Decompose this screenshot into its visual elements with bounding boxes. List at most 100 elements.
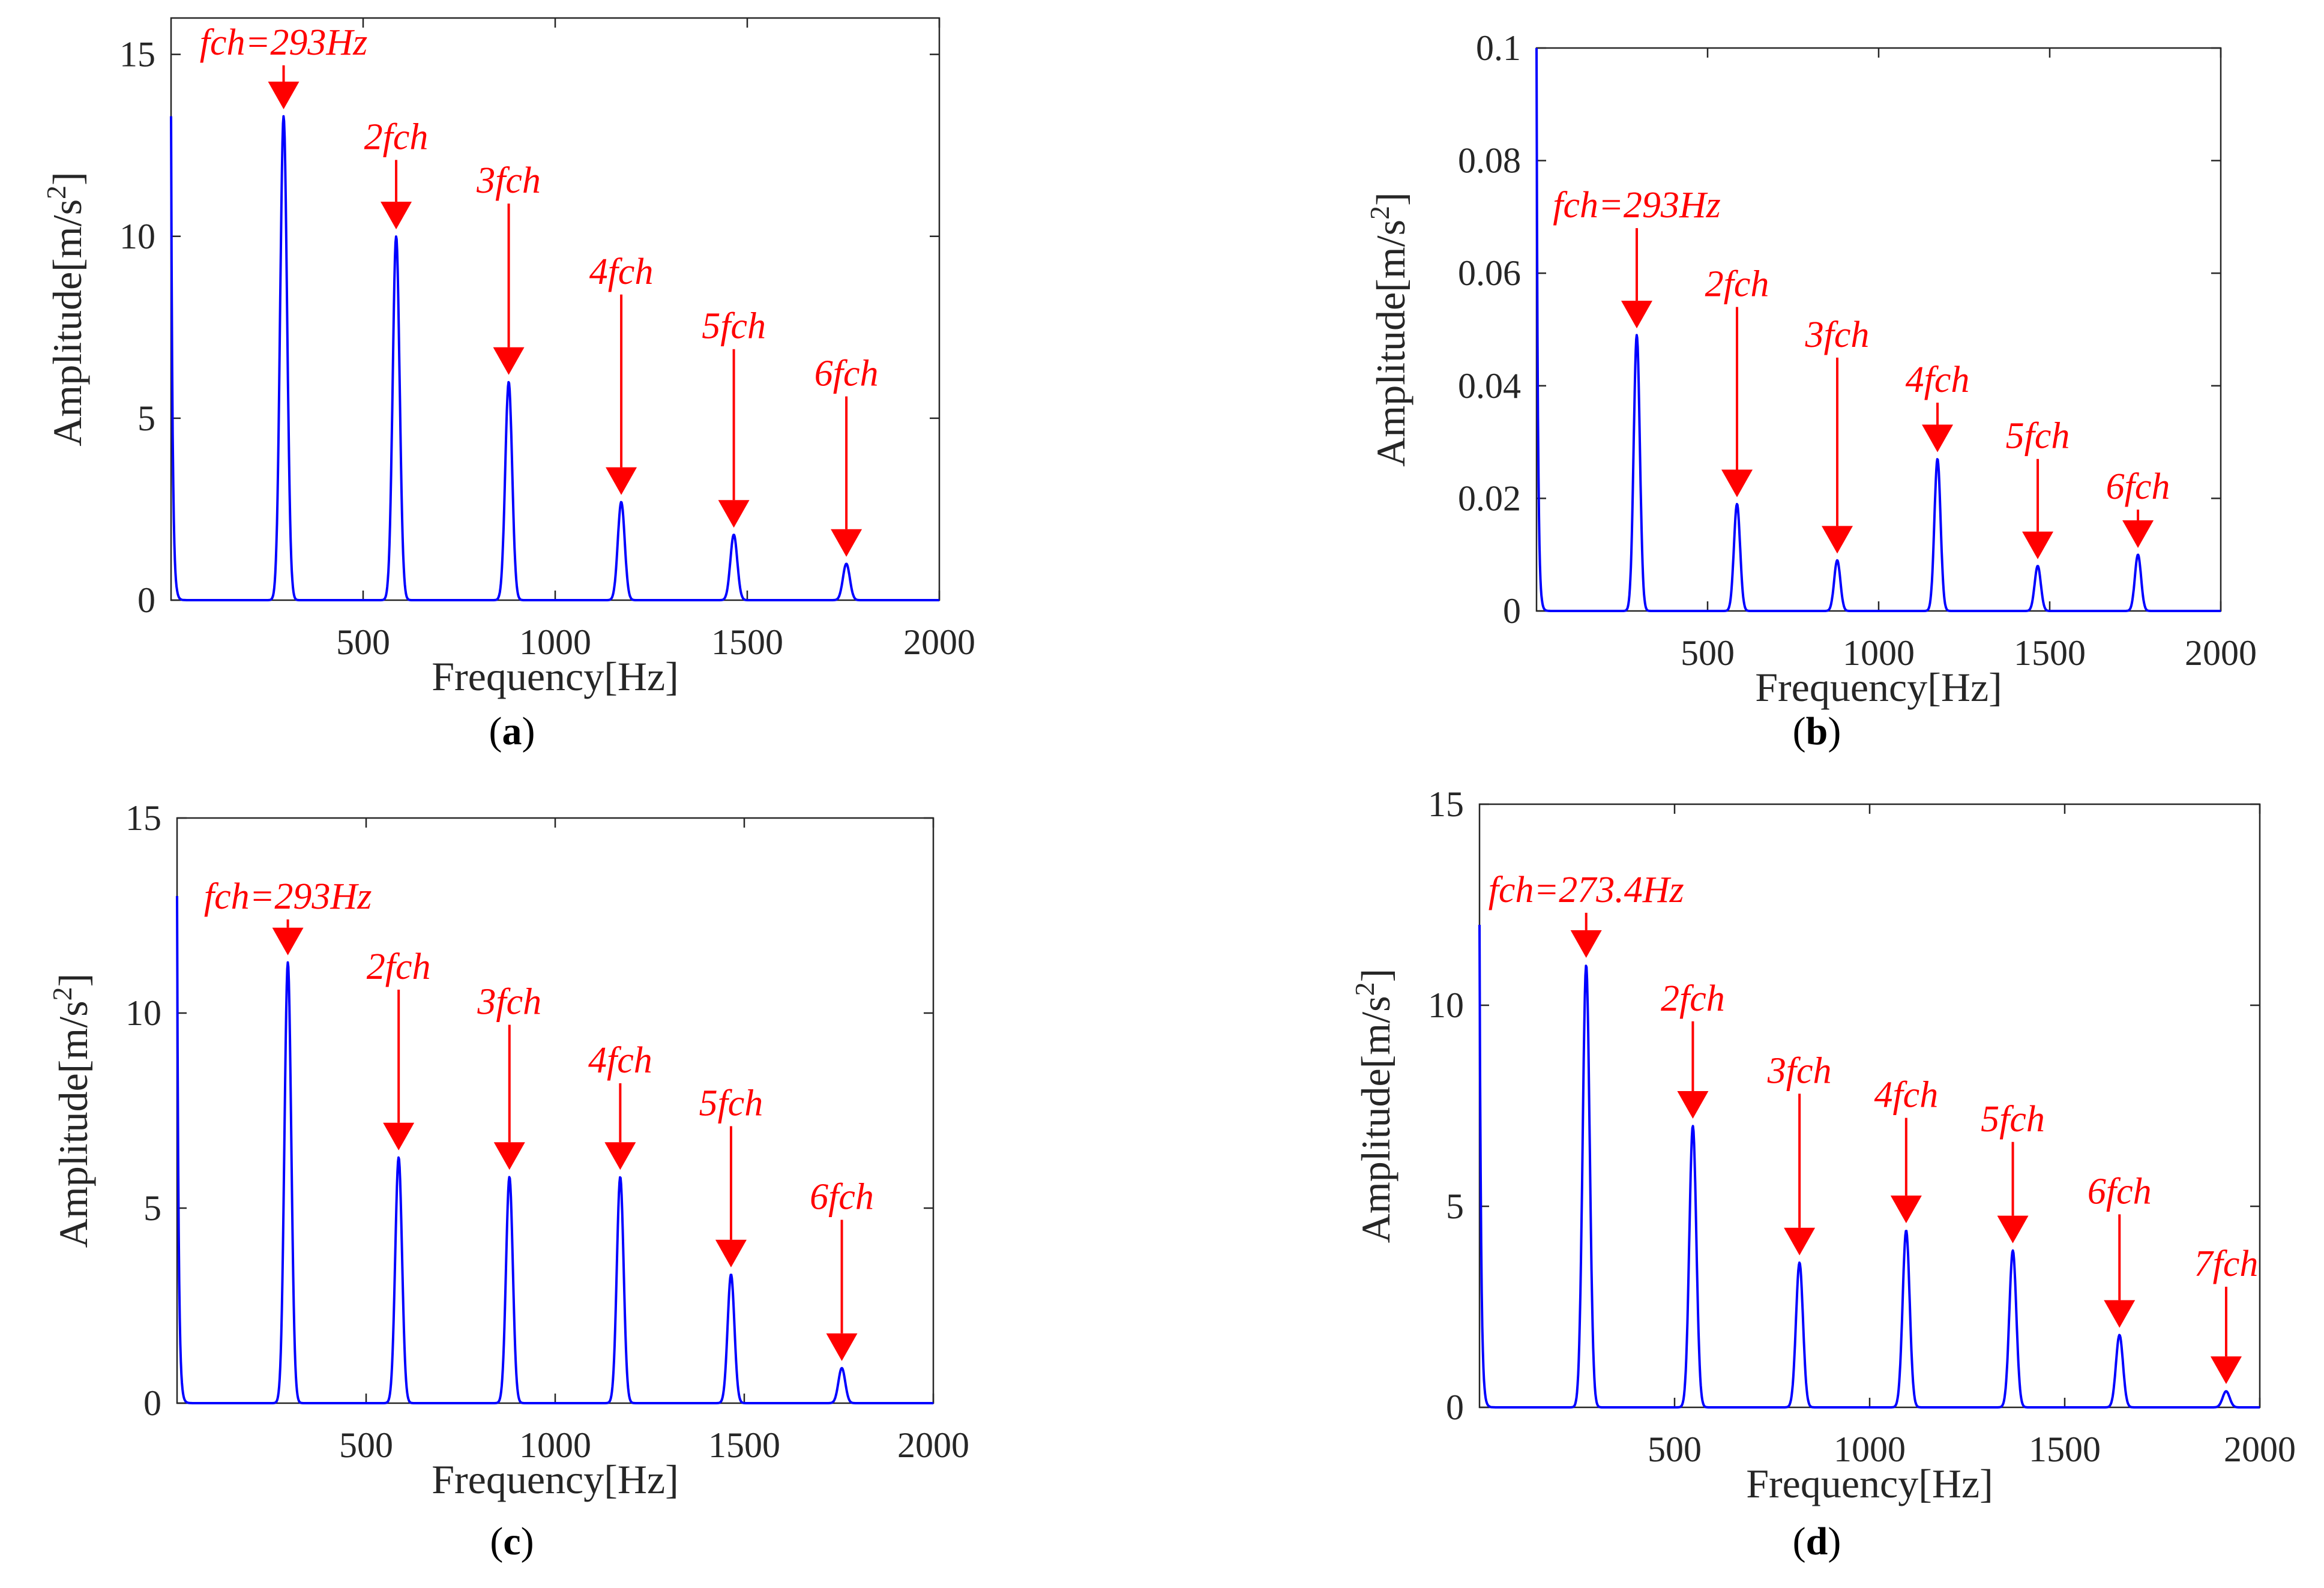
peak-label: 4fch xyxy=(589,251,654,292)
peak-arrow-head xyxy=(1784,1227,1816,1256)
peak-label: 6fch xyxy=(814,353,879,394)
peak-arrow-head xyxy=(1890,1196,1922,1224)
panel-caption: (b) xyxy=(1793,709,1841,753)
peak-arrow-head xyxy=(272,927,304,955)
peak-label: 5fch xyxy=(2006,416,2070,457)
plot-frame xyxy=(1535,47,2222,612)
y-tick-label: 0 xyxy=(137,580,155,620)
x-tick-label: 500 xyxy=(1648,1430,1702,1469)
x-tick-label: 1500 xyxy=(2014,633,2086,673)
panel-b: 0 0.02 0.04 0.06 0.08 0.1 500 1000 1500 2000 Frequ… xyxy=(1364,28,2257,753)
x-tick-label: 500 xyxy=(1681,633,1735,673)
y-tick-label: 5 xyxy=(143,1188,161,1228)
peak-arrow-head xyxy=(826,1333,858,1361)
peak-arrow-head xyxy=(1570,930,1602,958)
peak-arrow-head xyxy=(718,500,750,528)
x-tick-label: 2000 xyxy=(2185,633,2257,673)
y-tick-label: 10 xyxy=(1428,985,1464,1025)
x-tick-label: 2000 xyxy=(897,1425,969,1465)
x-tick-label: 1500 xyxy=(708,1425,780,1465)
panel-c: 0 5 10 15 500 1000 1500 2000 Frequency[Hz] Amplit… xyxy=(47,798,969,1563)
x-axis-label: Frequency[Hz] xyxy=(432,1457,679,1502)
peak-arrow-head xyxy=(2022,531,2054,559)
y-axis-label: Amplitude[m/s2] xyxy=(47,973,96,1248)
peak-arrow-head xyxy=(493,1142,525,1170)
y-tick-label: 0.08 xyxy=(1458,141,1521,181)
y-tick-label: 0.1 xyxy=(1476,28,1521,68)
x-tick-label: 1500 xyxy=(2029,1430,2101,1469)
peak-arrow-head xyxy=(2104,1300,2136,1328)
peak-arrow-head xyxy=(268,82,300,110)
y-tick-label: 10 xyxy=(125,993,161,1033)
y-tick-label: 0.02 xyxy=(1458,478,1521,518)
peak-label: 7fch xyxy=(2194,1244,2259,1284)
spectrum-line xyxy=(1535,47,2222,612)
peak-arrow-head xyxy=(2210,1356,2242,1385)
peak-arrow-head xyxy=(1677,1090,1709,1119)
peak-arrow-head xyxy=(715,1239,747,1268)
peak-arrow-head xyxy=(1997,1215,2029,1244)
peak-label: 3fch xyxy=(476,160,541,201)
peak-arrow-head xyxy=(381,202,412,230)
peak-arrow-head xyxy=(604,1142,636,1170)
spectrum-line xyxy=(176,895,935,1404)
peak-arrow-head xyxy=(1621,301,1653,329)
y-tick-label: 0.06 xyxy=(1458,253,1521,293)
y-tick-label: 10 xyxy=(119,217,155,256)
peak-label: 3fch xyxy=(1805,314,1870,355)
peak-label: 6fch xyxy=(2088,1171,2152,1212)
peak-label: 6fch xyxy=(810,1177,874,1218)
peak-label: 4fch xyxy=(1874,1075,1938,1116)
x-axis-label: Frequency[Hz] xyxy=(1755,664,2002,710)
x-axis-label: Frequency[Hz] xyxy=(1746,1461,1993,1506)
x-tick-label: 2000 xyxy=(903,622,975,662)
peak-label: 4fch xyxy=(1906,359,1970,400)
spectrum-line xyxy=(170,115,941,601)
x-tick-label: 1000 xyxy=(1834,1430,1906,1469)
y-tick-label: 0 xyxy=(1503,591,1521,631)
y-axis-label: Amplitude[m/s2] xyxy=(1364,192,1413,466)
peak-label: fch=293Hz xyxy=(200,22,367,63)
x-tick-label: 1500 xyxy=(711,622,783,662)
y-tick-label: 0 xyxy=(1446,1388,1464,1427)
peak-arrow-head xyxy=(1822,526,1853,554)
x-tick-label: 500 xyxy=(336,622,390,662)
panel-caption: (c) xyxy=(490,1520,534,1563)
panel-caption: (a) xyxy=(489,709,535,753)
x-tick-label: 1000 xyxy=(1843,633,1915,673)
peak-label: 2fch xyxy=(367,946,431,987)
y-tick-label: 15 xyxy=(119,35,155,74)
peak-label: 2fch xyxy=(1705,263,1769,304)
panel-a: 0 5 10 15 500 1000 1500 2000 Frequency[Hz] Amplit… xyxy=(41,17,975,753)
y-tick-label: 5 xyxy=(137,399,155,438)
peak-label: fch=293Hz xyxy=(204,876,372,917)
x-axis-label: Frequency[Hz] xyxy=(432,654,679,699)
y-axis-label: Amplitude[m/s2] xyxy=(1349,969,1398,1243)
panel-d: 0 5 10 15 500 1000 1500 2000 Frequency[Hz] Amplit… xyxy=(1349,784,2296,1563)
peak-arrow-head xyxy=(606,467,637,495)
x-tick-label: 1000 xyxy=(519,622,591,662)
peak-arrow-head xyxy=(831,529,862,557)
peak-label: fch=273.4Hz xyxy=(1489,870,1684,910)
peak-label: 6fch xyxy=(2106,466,2170,507)
peak-label: 5fch xyxy=(1981,1099,2045,1140)
peak-arrow-head xyxy=(493,347,525,375)
panel-caption: (d) xyxy=(1793,1520,1841,1563)
peak-arrow-head xyxy=(1922,424,1954,453)
peak-arrow-head xyxy=(2122,520,2154,548)
y-axis-label: Amplitude[m/s2] xyxy=(41,172,90,446)
peak-label: 4fch xyxy=(588,1040,652,1081)
x-tick-label: 2000 xyxy=(2224,1430,2296,1469)
y-tick-label: 5 xyxy=(1446,1186,1464,1226)
y-tick-label: 0 xyxy=(143,1383,161,1423)
spectrum-line xyxy=(1478,924,2261,1409)
peak-label: fch=293Hz xyxy=(1553,185,1720,226)
peak-label: 5fch xyxy=(699,1083,763,1124)
peak-label: 5fch xyxy=(702,306,766,347)
peak-arrow-head xyxy=(383,1122,415,1150)
x-tick-label: 1000 xyxy=(519,1425,591,1465)
peak-label: 3fch xyxy=(1767,1050,1832,1091)
y-tick-label: 15 xyxy=(125,798,161,838)
peak-label: 3fch xyxy=(477,982,541,1023)
